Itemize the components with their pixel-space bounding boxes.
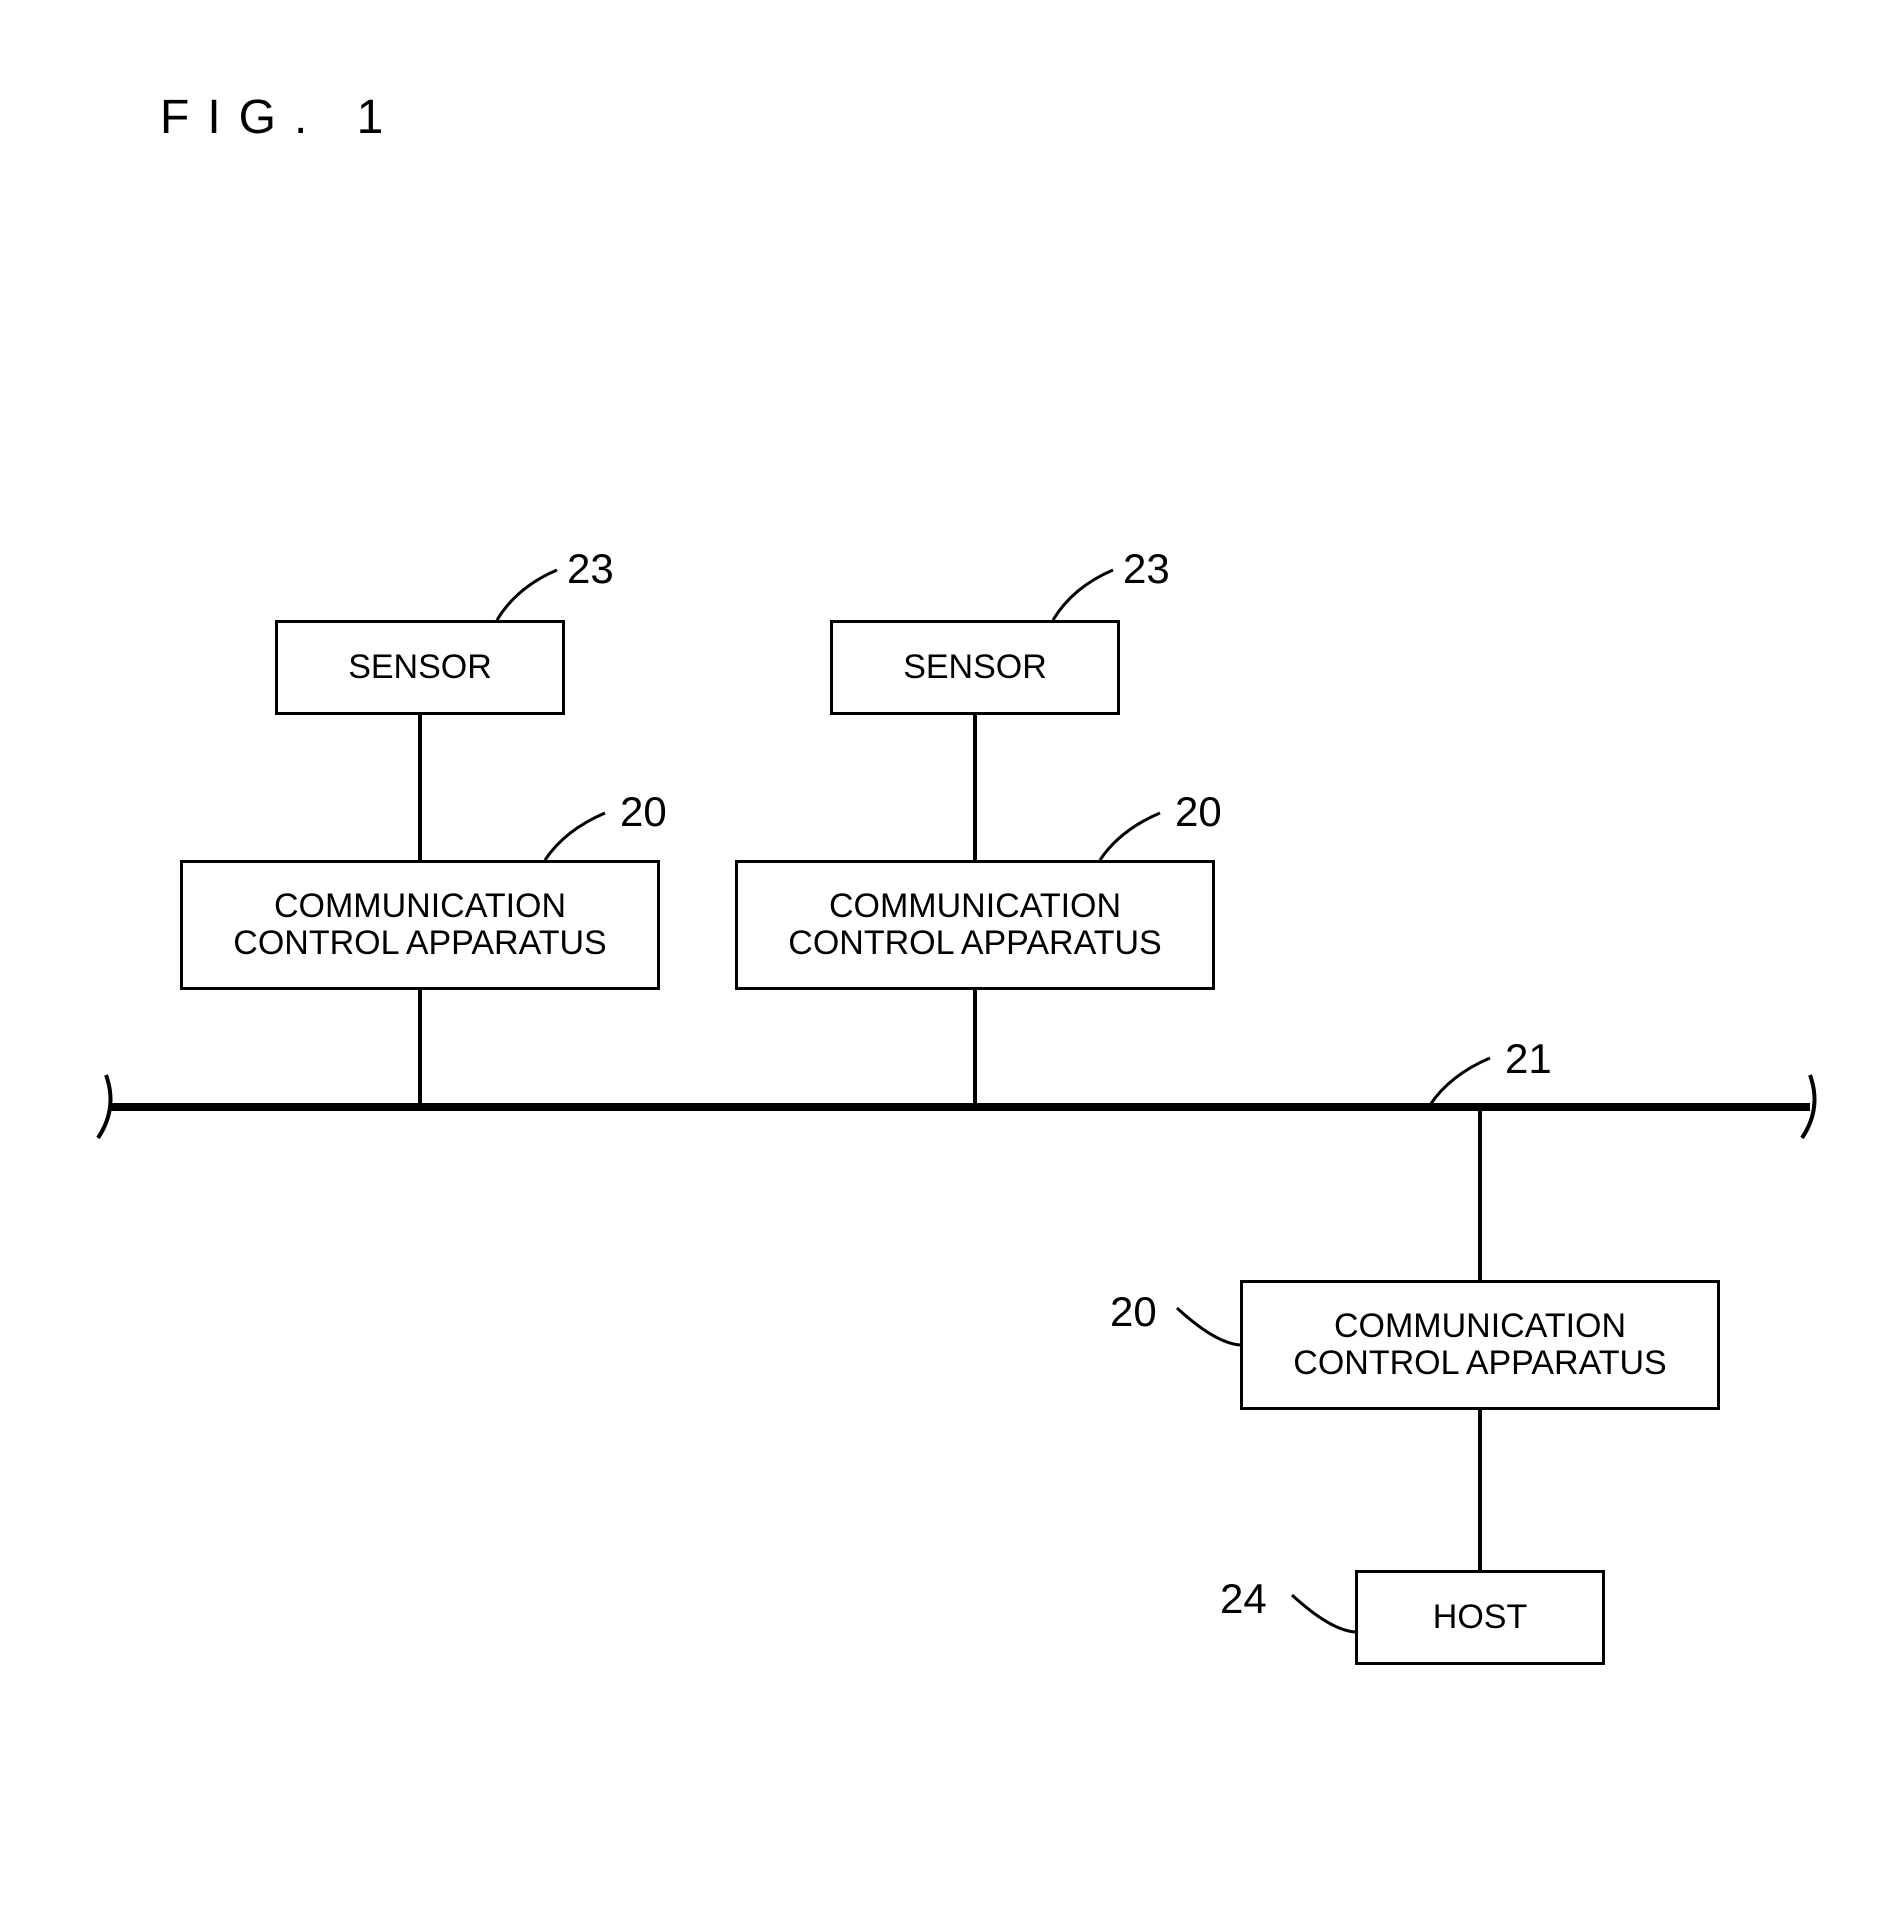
sensor-2-ref: 23 — [1123, 545, 1170, 593]
sensor-box-2: SENSOR — [830, 620, 1120, 715]
figure-label: FIG. 1 — [160, 90, 401, 145]
cca-1-leader — [545, 805, 615, 865]
conn-s1-cca1 — [418, 715, 422, 860]
host-label: HOST — [1433, 1599, 1527, 1636]
conn-cca3-host — [1478, 1410, 1482, 1570]
bus-ref: 21 — [1505, 1035, 1552, 1083]
cca-3-ref: 20 — [1110, 1288, 1157, 1336]
conn-s2-cca2 — [973, 715, 977, 860]
host-box: HOST — [1355, 1570, 1605, 1665]
sensor-2-label: SENSOR — [903, 649, 1047, 686]
cca-1-ref: 20 — [620, 788, 667, 836]
cca-2-label: COMMUNICATION CONTROL APPARATUS — [788, 888, 1161, 963]
cca-box-3: COMMUNICATION CONTROL APPARATUS — [1240, 1280, 1720, 1410]
bus-line — [110, 1103, 1810, 1111]
bus-cut-right — [1792, 1073, 1832, 1143]
cca-3-leader — [1175, 1303, 1245, 1358]
host-leader — [1290, 1590, 1360, 1645]
cca-1-label: COMMUNICATION CONTROL APPARATUS — [233, 888, 606, 963]
cca-box-2: COMMUNICATION CONTROL APPARATUS — [735, 860, 1215, 990]
bus-ref-leader — [1430, 1050, 1500, 1108]
cca-2-ref: 20 — [1175, 788, 1222, 836]
diagram-canvas: FIG. 1 SENSOR 23 SENSOR 23 COMMUNICATION… — [0, 0, 1899, 1923]
cca-3-label: COMMUNICATION CONTROL APPARATUS — [1293, 1308, 1666, 1383]
sensor-1-ref: 23 — [567, 545, 614, 593]
sensor-1-leader — [497, 562, 567, 622]
host-ref: 24 — [1220, 1575, 1267, 1623]
conn-cca2-bus — [973, 990, 977, 1105]
bus-cut-left — [88, 1073, 128, 1143]
sensor-2-leader — [1053, 562, 1123, 622]
cca-box-1: COMMUNICATION CONTROL APPARATUS — [180, 860, 660, 990]
cca-2-leader — [1100, 805, 1170, 865]
sensor-1-label: SENSOR — [348, 649, 492, 686]
conn-bus-cca3 — [1478, 1111, 1482, 1280]
sensor-box-1: SENSOR — [275, 620, 565, 715]
conn-cca1-bus — [418, 990, 422, 1105]
